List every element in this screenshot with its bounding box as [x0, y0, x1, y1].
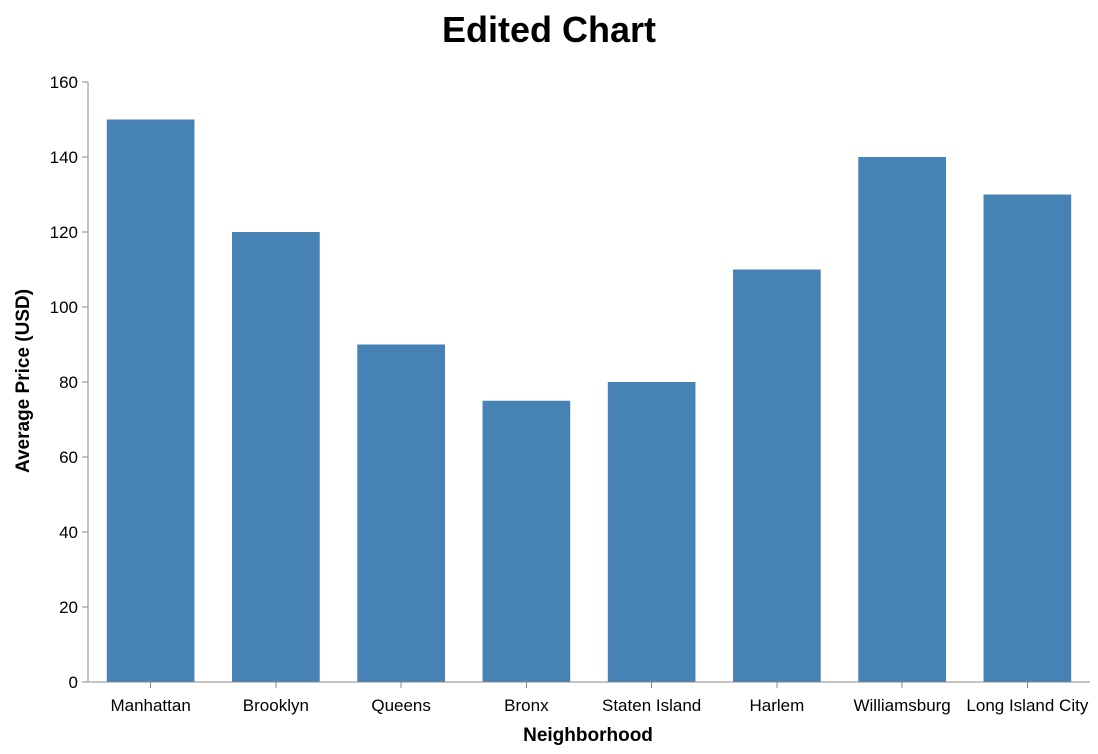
x-tick-label: Bronx — [504, 696, 549, 715]
x-tick-label: Harlem — [749, 696, 804, 715]
x-tick-label: Manhattan — [110, 696, 190, 715]
x-tick-label: Brooklyn — [243, 696, 309, 715]
bar-bronx — [482, 400, 571, 682]
y-tick-label: 100 — [50, 298, 78, 317]
x-tick-label: Queens — [371, 696, 431, 715]
bars-group — [106, 119, 1072, 682]
y-tick-label: 160 — [50, 73, 78, 92]
bar-williamsburg — [858, 157, 946, 682]
y-tick-label: 80 — [59, 373, 78, 392]
x-axis: Manhattan Brooklyn Queens Bronx Staten Islan… — [88, 681, 1090, 715]
bar-long-island-city — [983, 194, 1072, 682]
y-tick-label: 20 — [59, 598, 78, 617]
chart-title: Edited Chart — [442, 9, 656, 50]
bar-staten-island — [607, 382, 696, 682]
bar-manhattan — [106, 119, 195, 682]
bar-brooklyn — [232, 232, 320, 682]
x-axis-title: Neighborhood — [523, 725, 653, 746]
y-axis-title: Average Price (USD) — [13, 289, 34, 473]
y-tick-label: 140 — [50, 148, 78, 167]
y-tick-label: 40 — [59, 523, 78, 542]
x-tick-label: Williamsburg — [853, 696, 950, 715]
y-tick-label: 0 — [69, 673, 78, 692]
y-tick-label: 120 — [50, 223, 78, 242]
y-tick-label: 60 — [59, 448, 78, 467]
y-axis: 0 20 40 60 80 100 120 140 160 — [50, 73, 89, 692]
bar-queens — [357, 344, 445, 682]
x-tick-label: Long Island City — [966, 696, 1088, 715]
bar-harlem — [733, 269, 821, 682]
x-tick-label: Staten Island — [602, 696, 701, 715]
